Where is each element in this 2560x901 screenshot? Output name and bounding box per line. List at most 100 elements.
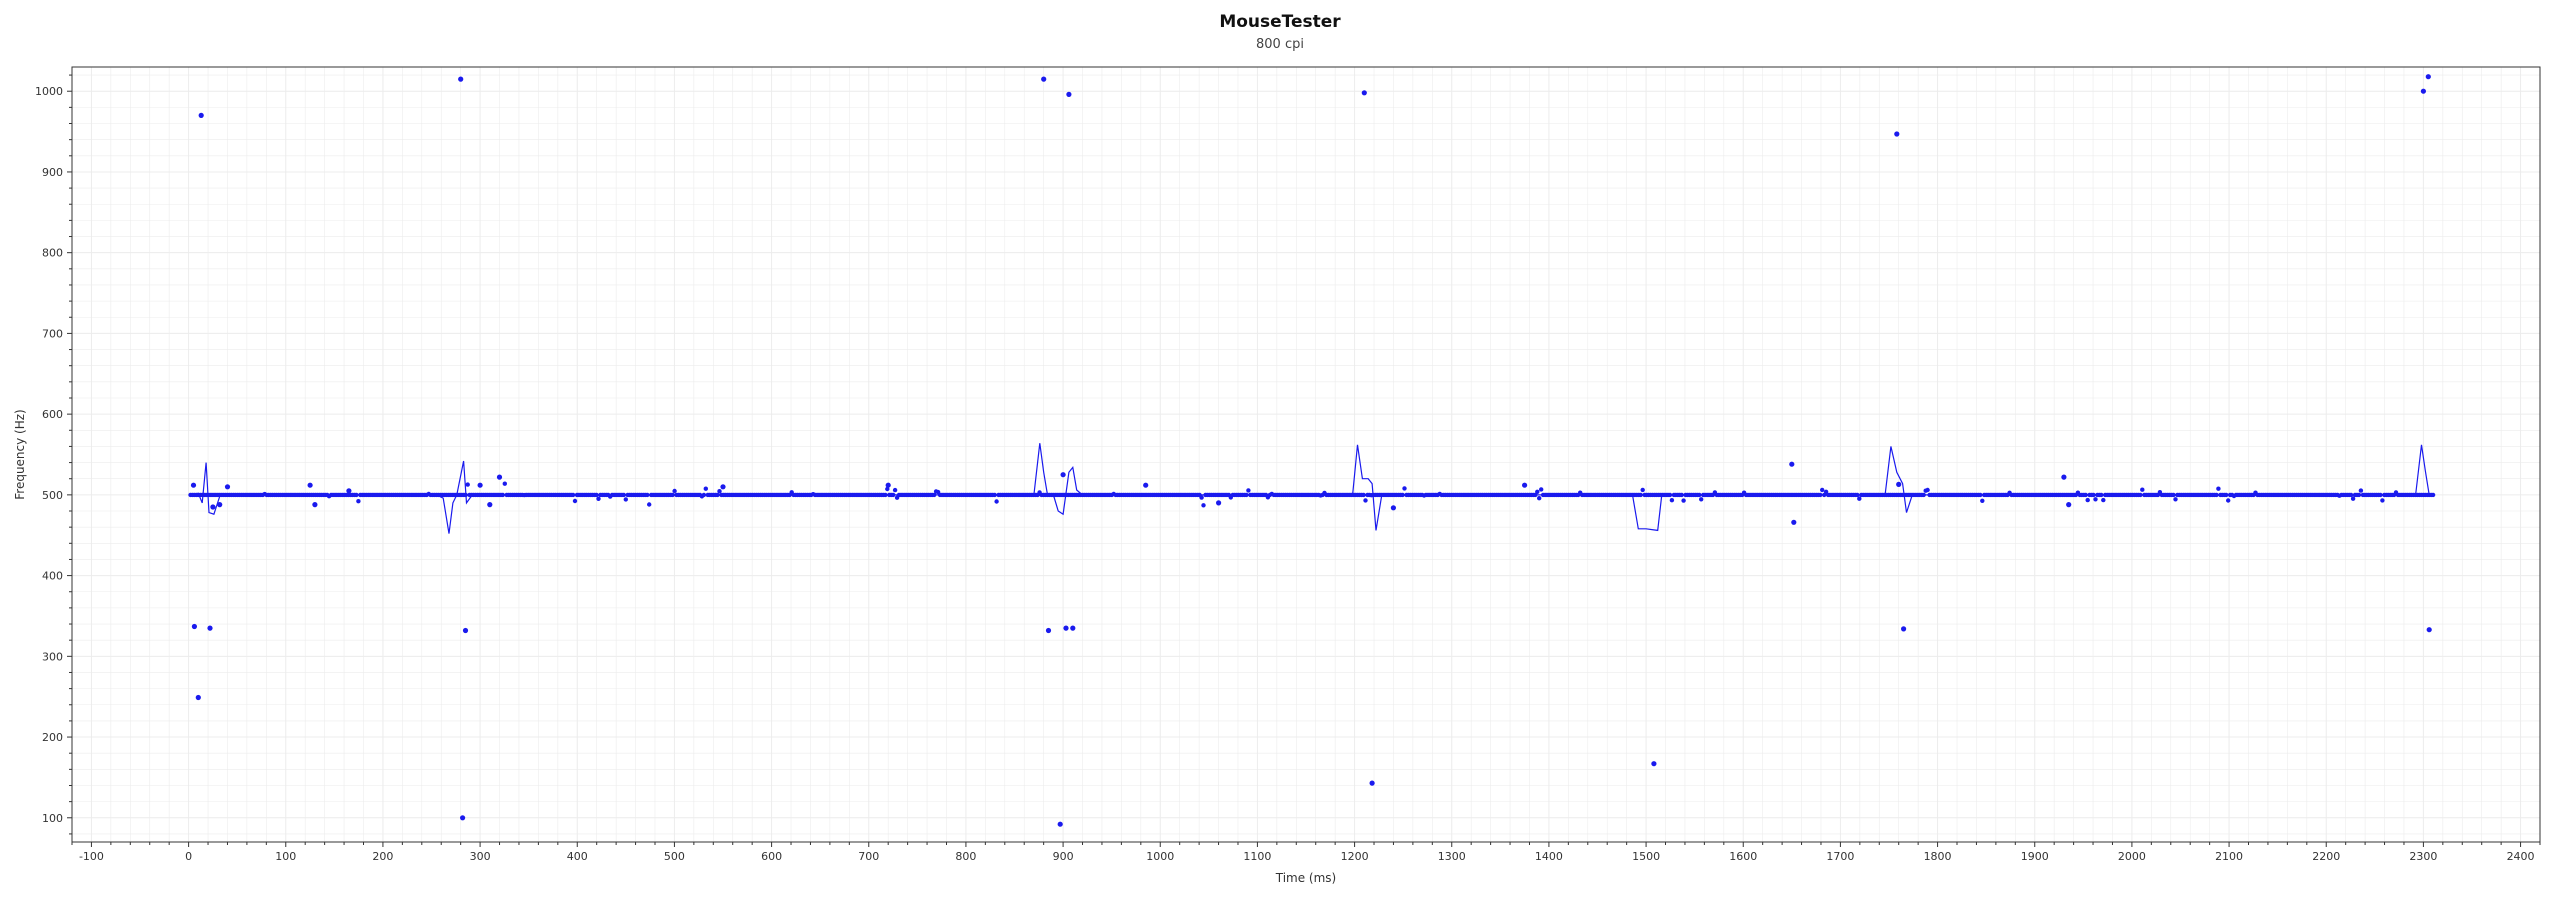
data-point	[2083, 492, 2088, 498]
data-point	[596, 496, 601, 501]
grid	[71, 67, 2541, 842]
data-point	[2380, 498, 2385, 503]
data-point-outlier	[1522, 482, 1528, 488]
x-tick-label: 100	[275, 850, 296, 863]
data-point	[1246, 488, 1251, 493]
data-point-outlier	[1651, 761, 1657, 767]
data-point	[2093, 497, 2098, 502]
x-tick-label: 1800	[1924, 850, 1952, 863]
data-point-outlier	[195, 694, 201, 701]
data-point-outlier	[1901, 626, 1907, 632]
x-tick-label: 800	[955, 850, 976, 863]
data-point	[354, 492, 359, 498]
data-point	[1363, 498, 1368, 503]
x-tick-label: 0	[185, 850, 192, 863]
data-point	[2099, 492, 2104, 498]
data-point	[1820, 487, 1825, 493]
data-point	[647, 502, 652, 507]
data-point	[594, 492, 599, 498]
data-point-outlier	[312, 502, 318, 508]
data-point	[715, 492, 720, 498]
data-point-outlier	[1066, 91, 1072, 97]
x-tick-label: 1300	[1438, 850, 1466, 863]
x-tick-label: 600	[761, 850, 782, 863]
data-point-outlier	[207, 625, 213, 631]
x-tick-label: -100	[79, 850, 104, 863]
data-point	[2214, 492, 2219, 498]
data-point-outlier	[885, 482, 891, 488]
y-tick-label: 100	[42, 812, 63, 825]
x-tick-label: 1400	[1535, 850, 1563, 863]
data-point	[2171, 492, 2176, 498]
data-point-outlier	[2420, 88, 2426, 94]
data-point	[717, 489, 722, 494]
data-point	[1361, 492, 1366, 498]
data-point	[2173, 497, 2178, 502]
data-point	[992, 492, 997, 498]
data-point	[994, 499, 999, 504]
y-axis: 100 200 300 400 500 600 700 800 900 1000	[35, 74, 72, 835]
y-tick-label: 900	[42, 166, 63, 179]
data-point	[356, 499, 361, 504]
data-point	[1855, 492, 1860, 498]
x-tick-label: 1500	[1632, 850, 1660, 863]
x-tick-label: 1700	[1826, 850, 1854, 863]
data-point	[623, 497, 628, 502]
data-point-outlier	[460, 815, 466, 821]
data-point	[502, 481, 507, 486]
plot-area	[71, 66, 2541, 843]
data-point	[2138, 492, 2143, 498]
data-point	[1199, 495, 1204, 500]
data-point	[2356, 492, 2362, 498]
data-point	[2101, 497, 2106, 503]
data-point	[1667, 492, 1673, 498]
data-point-outlier	[1060, 472, 1066, 478]
data-point	[883, 492, 888, 498]
data-point	[463, 492, 468, 498]
data-point	[572, 498, 578, 504]
data-point-outlier	[346, 488, 352, 494]
data-point	[892, 487, 898, 493]
data-point	[672, 488, 677, 494]
data-point	[1638, 492, 1643, 498]
data-point	[2140, 487, 2145, 492]
data-point	[1818, 492, 1823, 498]
data-point-outlier	[2066, 502, 2072, 508]
data-point-outlier	[190, 482, 197, 488]
data-point	[1925, 487, 1930, 493]
data-point-outlier	[307, 482, 313, 488]
series-line	[190, 443, 2430, 534]
x-tick-label: 2000	[2118, 850, 2146, 863]
x-tick-label: 1000	[1146, 850, 1174, 863]
y-tick-label: 800	[42, 247, 63, 260]
data-point-outlier	[1070, 625, 1076, 631]
data-point	[2091, 492, 2096, 498]
data-point-outlier	[1896, 481, 1902, 487]
data-point	[701, 492, 707, 498]
data-point	[1857, 496, 1862, 501]
y-tick-label: 500	[42, 489, 63, 502]
data-point	[1539, 487, 1544, 492]
data-point	[645, 492, 650, 498]
data-point	[1980, 498, 1985, 503]
data-point	[2350, 496, 2356, 501]
x-tick-label: 900	[1053, 850, 1074, 863]
data-point	[932, 492, 937, 498]
data-point	[1201, 503, 1206, 508]
x-tick-label: 700	[858, 850, 879, 863]
data-point-outlier	[198, 112, 204, 118]
data-point-outlier	[477, 482, 483, 488]
data-point-outlier	[1057, 821, 1063, 827]
x-tick-label: 400	[567, 850, 588, 863]
data-point-outlier	[462, 627, 469, 634]
data-point	[1400, 492, 1405, 498]
chart-title: MouseTester	[1219, 12, 1341, 32]
data-point	[1537, 496, 1542, 501]
data-point	[1681, 498, 1686, 503]
data-point-outlier	[1390, 505, 1396, 511]
x-axis: -100 0 100 200 300 400 500 600 700 800 900 1000 1100…	[71, 842, 2541, 863]
data-point	[621, 492, 626, 498]
data-point-outlier	[2061, 474, 2067, 480]
data-point	[2378, 492, 2383, 498]
x-tick-label: 2100	[2215, 850, 2243, 863]
